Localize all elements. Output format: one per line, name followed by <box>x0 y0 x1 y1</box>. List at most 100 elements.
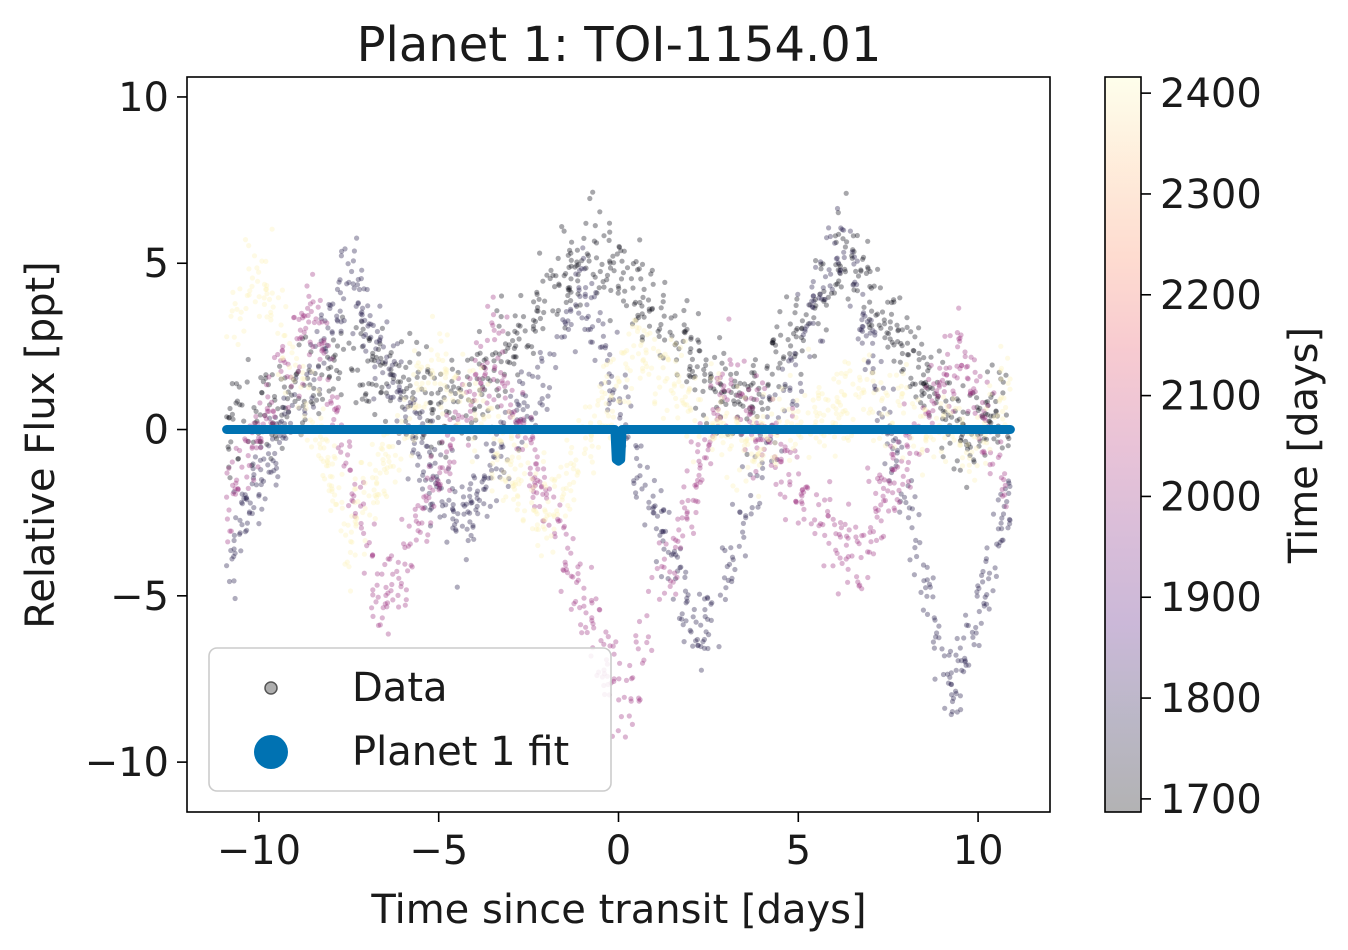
data-point <box>369 475 376 481</box>
data-point <box>729 578 735 585</box>
data-point <box>707 375 714 381</box>
data-point <box>563 309 570 315</box>
data-point <box>756 385 762 391</box>
data-point <box>907 484 913 490</box>
data-point <box>865 574 871 581</box>
data-point <box>723 401 729 407</box>
data-point <box>472 411 478 417</box>
data-point <box>310 404 317 410</box>
data-point <box>473 416 479 422</box>
planet-1-fit-line <box>222 425 1015 466</box>
data-point <box>718 399 724 405</box>
data-point <box>919 392 925 398</box>
data-point <box>268 469 274 475</box>
data-point <box>750 409 756 415</box>
data-point <box>349 491 355 497</box>
data-point <box>635 312 641 318</box>
data-point <box>516 481 522 487</box>
data-point <box>230 289 236 295</box>
data-point <box>934 630 940 636</box>
data-point <box>749 435 756 441</box>
data-point <box>325 377 331 383</box>
data-point <box>450 415 457 421</box>
data-point <box>757 500 763 506</box>
data-point <box>928 354 934 360</box>
data-point <box>526 483 533 489</box>
data-point <box>904 315 910 321</box>
data-point <box>476 328 482 335</box>
data-point <box>998 520 1004 526</box>
data-point <box>595 397 601 404</box>
data-point <box>389 362 395 368</box>
data-point <box>822 532 828 539</box>
data-point <box>302 411 308 417</box>
data-point <box>413 405 419 411</box>
data-point <box>787 372 793 378</box>
data-point <box>366 321 372 327</box>
data-point <box>870 328 876 334</box>
data-point <box>262 496 268 502</box>
data-point <box>787 457 793 463</box>
data-point <box>765 438 771 445</box>
data-point <box>754 454 760 460</box>
data-point <box>548 267 554 273</box>
data-point <box>837 270 843 277</box>
data-point <box>764 365 770 371</box>
data-point <box>807 354 813 360</box>
data-point <box>850 282 856 288</box>
data-point <box>929 385 935 392</box>
data-point <box>971 642 977 648</box>
data-point <box>289 392 295 398</box>
data-point <box>563 531 569 537</box>
data-point <box>817 291 823 297</box>
data-point <box>846 527 852 533</box>
data-point <box>930 408 936 414</box>
data-point <box>631 343 637 349</box>
data-point <box>449 378 455 384</box>
data-point <box>954 330 961 336</box>
data-point <box>264 291 270 297</box>
data-point <box>766 396 772 402</box>
data-point <box>378 390 384 396</box>
data-point <box>327 473 333 479</box>
data-point <box>310 419 316 425</box>
data-point <box>919 472 926 478</box>
data-point <box>535 466 541 472</box>
data-point <box>616 379 622 385</box>
data-point <box>589 459 595 465</box>
data-point <box>396 439 402 446</box>
data-point <box>563 299 569 305</box>
data-point <box>690 530 697 537</box>
data-point <box>794 397 800 403</box>
data-point <box>235 341 241 348</box>
data-point <box>382 601 388 607</box>
data-point <box>516 336 522 342</box>
data-point <box>820 522 826 528</box>
data-point <box>416 351 422 357</box>
data-point <box>939 646 945 652</box>
data-point <box>615 375 621 381</box>
data-point <box>646 306 652 312</box>
data-point <box>827 233 834 240</box>
data-point <box>665 549 672 555</box>
data-point <box>702 596 708 602</box>
data-point <box>919 388 925 394</box>
data-point <box>985 402 991 409</box>
data-point <box>568 276 574 282</box>
data-point <box>606 371 612 377</box>
data-point <box>606 237 612 243</box>
data-point <box>866 316 873 323</box>
data-point <box>661 564 667 570</box>
data-point <box>231 546 237 552</box>
data-point <box>531 299 537 305</box>
data-point <box>279 445 285 451</box>
data-point <box>641 328 647 334</box>
data-point <box>232 491 239 497</box>
data-point <box>690 614 696 620</box>
data-point <box>495 355 501 361</box>
data-point <box>390 394 396 400</box>
data-point <box>911 443 917 449</box>
data-point <box>328 507 334 514</box>
data-point <box>444 384 450 390</box>
data-point <box>358 459 364 466</box>
